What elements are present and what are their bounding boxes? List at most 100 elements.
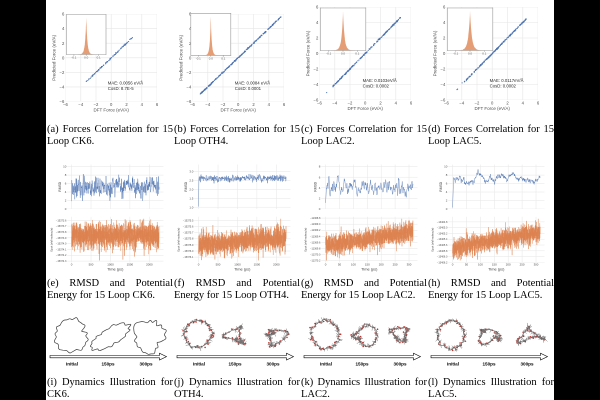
svg-text:CosD: 0.0001: CosD: 0.0001 [235,86,262,91]
svg-text:500: 500 [89,263,94,267]
svg-text:1500: 1500 [127,263,134,267]
svg-text:1000: 1000 [107,263,114,267]
svg-text:4: 4 [443,20,446,25]
svg-text:−2: −2 [314,67,319,72]
svg-text:6: 6 [65,182,67,186]
svg-text:−15374.1: −15374.1 [56,248,67,251]
svg-text:4: 4 [522,100,525,105]
svg-text:0: 0 [189,55,192,60]
svg-text:CosD: 0.0002: CosD: 0.0002 [490,83,517,88]
svg-text:−4: −4 [60,85,65,90]
svg-text:0.1: 0.1 [221,57,225,61]
svg-text:−15374.2: −15374.2 [56,254,67,257]
svg-text:−6: −6 [317,100,322,105]
svg-text:−4: −4 [78,102,83,107]
svg-text:300: 300 [534,263,539,267]
svg-text:MAE: 0.0117eV/Å: MAE: 0.0117eV/Å [490,78,524,83]
svg-text:DFT Force (eV/A): DFT Force (eV/A) [347,106,383,111]
svg-text:0: 0 [237,102,240,107]
svg-text:−6: −6 [444,100,449,105]
svg-text:6: 6 [189,12,192,17]
svg-text:−2: −2 [441,67,446,72]
svg-text:2: 2 [446,199,448,203]
svg-text:−15375.6: −15375.6 [183,226,194,229]
svg-text:−6: −6 [441,98,446,103]
svg-text:MAE: 0.0056 eV/Å: MAE: 0.0056 eV/Å [108,81,143,86]
svg-text:50: 50 [338,263,342,267]
svg-text:0: 0 [65,207,67,211]
svg-text:0: 0 [364,100,367,105]
svg-text:MAE: 0.0103eV/Å: MAE: 0.0103eV/Å [363,78,397,83]
svg-text:−15373.6: −15373.6 [56,219,67,222]
svg-text:0: 0 [491,100,494,105]
svg-text:250: 250 [520,263,525,267]
svg-text:−6: −6 [60,99,65,104]
svg-text:150: 150 [365,263,370,267]
svg-text:-0.1: -0.1 [196,57,201,61]
svg-text:4: 4 [395,100,398,105]
svg-text:Predicted Force (eV/A): Predicted Force (eV/A) [52,34,57,80]
svg-text:Epot (eV/molecule): Epot (eV/molecule) [430,228,434,252]
svg-text:6: 6 [283,102,286,107]
svg-text:RMSD: RMSD [439,181,443,191]
svg-text:−13406.2: −13406.2 [437,261,448,264]
svg-text:Time (ps): Time (ps) [107,266,124,271]
svg-text:8: 8 [319,165,321,169]
svg-text:−15374.3: −15374.3 [56,260,67,263]
svg-text:1500: 1500 [254,263,261,267]
svg-text:Time (ps): Time (ps) [488,266,505,271]
svg-text:50: 50 [465,263,469,267]
svg-text:6: 6 [62,12,65,17]
svg-text:−4: −4 [314,82,319,87]
svg-text:-0.1: -0.1 [71,56,76,60]
svg-text:0.0: 0.0 [209,57,213,61]
svg-text:−2: −2 [348,100,353,105]
svg-text:150ps: 150ps [482,361,495,366]
svg-text:8: 8 [65,173,67,177]
svg-text:−15373.7: −15373.7 [56,225,67,228]
svg-text:6: 6 [316,5,319,10]
svg-text:−11368.8: −11368.8 [310,217,321,220]
svg-text:0: 0 [325,263,327,267]
svg-text:−15375.5: −15375.5 [183,219,194,222]
svg-text:−13405.0: −13405.0 [437,227,448,230]
svg-text:4: 4 [446,190,448,194]
svg-text:250: 250 [393,263,398,267]
svg-text:−15374.0: −15374.0 [56,243,67,246]
svg-text:−15376.1: −15376.1 [183,256,194,259]
svg-text:4: 4 [189,26,192,31]
svg-text:500: 500 [216,263,221,267]
svg-text:300ps: 300ps [393,361,406,366]
svg-text:4: 4 [316,20,319,25]
svg-text:Epot (eV/molecule): Epot (eV/molecule) [49,228,53,252]
svg-text:−11369.2: −11369.2 [310,229,321,232]
svg-text:−11369.8: −11369.8 [310,248,321,251]
svg-text:−15375.9: −15375.9 [183,244,194,247]
svg-text:4: 4 [65,190,67,194]
svg-text:−2: −2 [475,100,480,105]
svg-text:RMSD: RMSD [184,181,188,191]
svg-text:0.1: 0.1 [97,56,101,60]
svg-text:−15376.0: −15376.0 [183,250,194,253]
svg-text:2.0: 2.0 [189,188,193,192]
svg-text:150ps: 150ps [355,361,368,366]
svg-text:−13405.2: −13405.2 [437,232,448,235]
svg-text:0.0: 0.0 [468,52,472,56]
svg-text:−4: −4 [441,82,446,87]
svg-text:−11369.6: −11369.6 [310,241,321,244]
svg-text:0: 0 [110,102,113,107]
svg-text:−2: −2 [221,102,226,107]
svg-text:0.1: 0.1 [482,52,486,56]
svg-text:200: 200 [379,263,384,267]
svg-text:2000: 2000 [273,263,280,267]
svg-text:2: 2 [443,36,446,41]
svg-text:300: 300 [407,263,412,267]
svg-text:0: 0 [319,207,321,211]
svg-text:2: 2 [189,41,192,46]
svg-text:−15375.7: −15375.7 [183,232,194,235]
svg-text:0.0: 0.0 [84,56,88,60]
svg-text:8: 8 [446,173,448,177]
svg-text:−2: −2 [187,70,192,75]
svg-text:−6: −6 [314,98,319,103]
svg-text:CosD: 8.7E-5: CosD: 8.7E-5 [108,86,134,91]
